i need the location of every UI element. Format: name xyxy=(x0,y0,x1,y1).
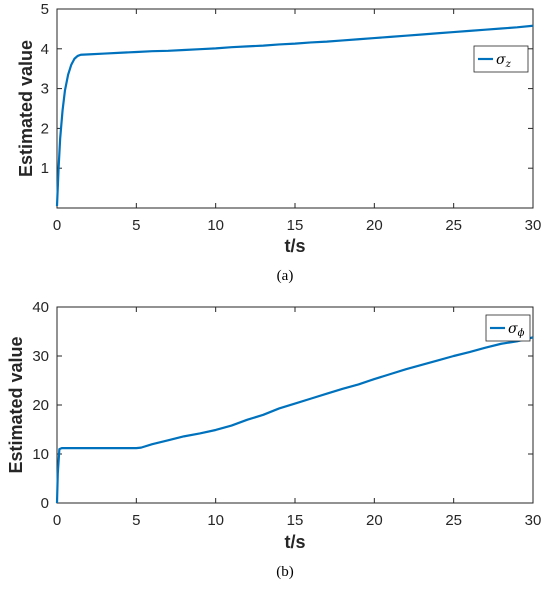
x-tick-label: 30 xyxy=(525,217,542,234)
y-tick-label: 3 xyxy=(41,81,49,98)
plot-frame xyxy=(56,306,534,504)
series-line xyxy=(55,336,534,504)
legend-label: σϕ xyxy=(508,321,525,339)
y-tick-label: 30 xyxy=(32,348,49,365)
x-tick-label: 25 xyxy=(445,512,462,529)
plot-frame xyxy=(56,8,534,209)
x-axis-label: t/s xyxy=(284,532,305,552)
x-tick-label: 15 xyxy=(287,217,304,234)
legend: σϕ xyxy=(485,314,531,342)
panel-caption: (b) xyxy=(276,564,294,580)
legend: σz xyxy=(473,45,529,73)
chart-panel-b: 0 5 10 15 20 25 30 0 10 20 30 40 t/s Estimated value σ… xyxy=(6,299,541,580)
x-tick-label: 0 xyxy=(53,217,61,234)
x-tick-label: 5 xyxy=(132,512,140,529)
y-axis-label: Estimated value xyxy=(6,336,26,473)
y-tick-label: 40 xyxy=(32,299,49,316)
x-tick-label: 25 xyxy=(445,217,462,234)
x-tick-label: 20 xyxy=(366,217,383,234)
y-tick-label: 10 xyxy=(32,446,49,463)
y-tick-label: 0 xyxy=(41,495,49,512)
x-axis-label: t/s xyxy=(284,236,305,256)
y-tick-label: 2 xyxy=(41,120,49,137)
x-tick-label: 30 xyxy=(525,512,542,529)
x-tick-label: 0 xyxy=(53,512,61,529)
x-tick-label: 5 xyxy=(132,217,140,234)
legend-label: σz xyxy=(496,52,512,70)
panel-caption: (a) xyxy=(277,268,294,284)
y-tick-label: 20 xyxy=(32,397,49,414)
x-tick-label: 10 xyxy=(207,217,224,234)
y-axis-label: Estimated value xyxy=(16,40,36,177)
y-tick-label: 4 xyxy=(41,41,49,58)
x-tick-label: 15 xyxy=(287,512,304,529)
series-line xyxy=(55,24,534,207)
y-tick-label: 5 xyxy=(41,1,49,18)
x-tick-label: 20 xyxy=(366,512,383,529)
x-tick-label: 10 xyxy=(207,512,224,529)
y-tick-label: 1 xyxy=(41,160,49,177)
chart-panel-a: 0 5 10 15 20 25 30 1 2 3 4 5 t/s Estimated value σz (a) xyxy=(16,1,541,284)
